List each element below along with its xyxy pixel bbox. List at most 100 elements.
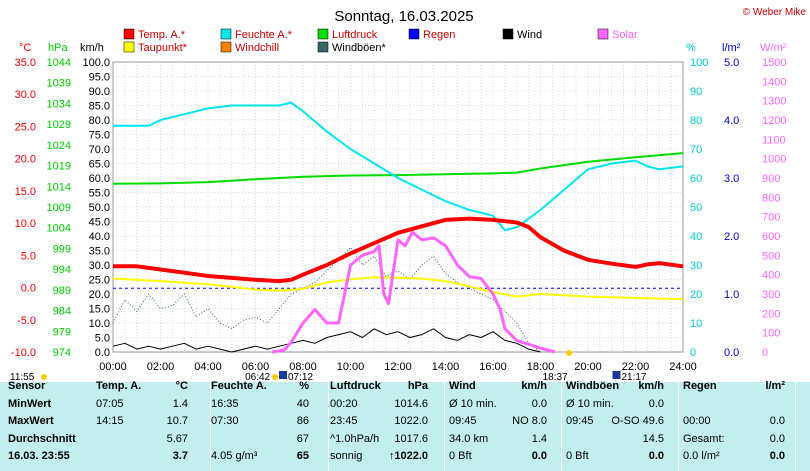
legend-label: Taupunkt* — [138, 42, 188, 54]
legend-label: Solar — [612, 29, 638, 41]
moonrise-label: 11:55 — [10, 372, 35, 382]
table-header: Regen — [683, 380, 717, 392]
solar-tick-label: 800 — [762, 192, 780, 204]
table-cell-label: 0 Bft — [449, 450, 472, 462]
wind-tick-label: 10.0 — [89, 318, 110, 330]
table-cell-value: 0.0 — [769, 433, 785, 445]
table-cell-label: 07:05 — [96, 398, 124, 410]
temp-tick-label: 30.0 — [15, 89, 36, 101]
table-header: Feuchte A. — [211, 380, 267, 392]
table-cell-value: 0.0 — [769, 415, 785, 427]
pressure-tick-label: 1034 — [47, 98, 71, 110]
temp-tick-label: 10.0 — [15, 218, 36, 230]
legend-swatch — [408, 28, 420, 40]
table-cell-label: 09:45 — [449, 415, 477, 427]
table-cell-label: 14:15 — [96, 415, 124, 427]
chart-legend: Temp. A.* Feuchte A.* Luftdruck Regen Wind So… — [123, 28, 638, 54]
table-cell-label: 00:20 — [330, 398, 358, 410]
wind-tick-label: 40.0 — [89, 231, 110, 243]
dawn-icon — [279, 371, 287, 379]
series-line-wind — [112, 328, 541, 353]
table-cell-label: 23:45 — [330, 415, 358, 427]
solar-tick-label: 1400 — [762, 76, 786, 88]
table-header: Temp. A. — [96, 380, 142, 392]
legend-label: Windböen* — [332, 42, 387, 54]
table-header-unit: % — [299, 380, 309, 392]
sun-moon-markers: 11:55 06:42 07:12 18:37 21:17 — [10, 350, 647, 382]
temp-tick-label: 20.0 — [15, 154, 36, 166]
legend-swatch — [123, 41, 135, 53]
legend-swatch — [502, 28, 514, 40]
table-header: Wind — [449, 380, 476, 392]
wind-tick-label: 45.0 — [89, 217, 110, 229]
time-tick-label: 02:00 — [147, 361, 175, 373]
temp-tick-label: 15.0 — [15, 186, 36, 198]
pressure-tick-label: 1009 — [47, 202, 71, 214]
dawn-label: 07:12 — [288, 372, 313, 382]
wind-tick-label: 20.0 — [89, 289, 110, 301]
table-cell-value: 67 — [296, 433, 309, 445]
humidity-tick-label: 100 — [690, 57, 708, 69]
legend-swatch — [123, 28, 135, 40]
pressure-tick-label: 979 — [53, 326, 71, 338]
humidity-tick-label: 40 — [690, 231, 702, 243]
pressure-tick-label: 1004 — [47, 223, 71, 235]
table-separator — [561, 382, 562, 471]
wind-tick-label: 100.0 — [82, 57, 110, 69]
table-cell-label: Ø 10 min. — [449, 398, 497, 410]
table-cell-value: 86 — [296, 415, 309, 427]
rain-tick-label: 0.0 — [724, 347, 739, 359]
temp-tick-label: 35.0 — [15, 57, 36, 69]
chart-grid — [112, 61, 684, 353]
table-cell-label: 16:35 — [211, 398, 239, 410]
table-cell-label: sonnig — [330, 450, 363, 462]
table-cell-value: 1.4 — [531, 433, 547, 445]
table-header: Sensor — [8, 380, 46, 392]
time-tick-label: 18:00 — [527, 361, 555, 373]
pressure-tick-label: 989 — [53, 285, 71, 297]
table-separator — [210, 382, 211, 471]
temp-tick-label: 0.0 — [21, 283, 36, 295]
humidity-tick-label: 80 — [690, 115, 702, 127]
table-cell-label: ^1.0hPa/h — [330, 433, 380, 445]
temp-axis-unit: °C — [19, 42, 31, 54]
series-line-luftdruck — [112, 152, 684, 185]
series-line-taupunkt — [112, 276, 684, 301]
table-header-unit: l/m² — [765, 380, 785, 392]
table-header-unit: km/h — [638, 380, 664, 392]
solar-tick-label: 600 — [762, 231, 780, 243]
temp-tick-label: 25.0 — [15, 121, 36, 133]
table-row-label: MaxWert — [8, 415, 54, 427]
wind-tick-label: 90.0 — [89, 86, 110, 98]
table-cell-value: NO 8.0 — [512, 415, 547, 427]
wind-axis-unit: km/h — [80, 42, 104, 54]
sunset-icon — [566, 350, 573, 356]
table-row-label: Durchschnitt — [8, 433, 76, 445]
temp-tick-label: -5.0 — [17, 315, 36, 327]
table-cell-value: 1022.0 — [394, 415, 428, 427]
legend-swatch — [220, 41, 232, 53]
table-row-label: 16.03. 23:55 — [8, 450, 70, 462]
chart-series — [112, 101, 684, 354]
pressure-tick-label: 984 — [53, 306, 71, 318]
table-separator — [444, 382, 445, 471]
pressure-tick-label: 1024 — [47, 140, 71, 152]
time-tick-label: 14:00 — [432, 361, 460, 373]
table-cell-value: 5.67 — [166, 433, 188, 445]
legend-label: Feuchte A.* — [235, 29, 293, 41]
rain-tick-label: 5.0 — [724, 57, 739, 69]
solar-tick-label: 1200 — [762, 115, 786, 127]
table-header-unit: km/h — [521, 380, 547, 392]
solar-axis-unit: W/m² — [760, 42, 787, 54]
wind-tick-label: 5.0 — [95, 333, 110, 345]
pressure-tick-label: 974 — [53, 347, 71, 359]
credit-label[interactable]: © Weber Mike — [743, 7, 807, 18]
table-separator — [678, 382, 679, 471]
rain-tick-label: 1.0 — [724, 289, 739, 301]
table-cell-value: 40 — [296, 398, 309, 410]
legend-label: Luftdruck — [332, 29, 378, 41]
table-row-label: MinWert — [8, 398, 52, 410]
rain-axis-unit: l/m² — [722, 42, 741, 54]
wind-tick-label: 50.0 — [89, 202, 110, 214]
table-cell-value: 65 — [296, 450, 309, 462]
